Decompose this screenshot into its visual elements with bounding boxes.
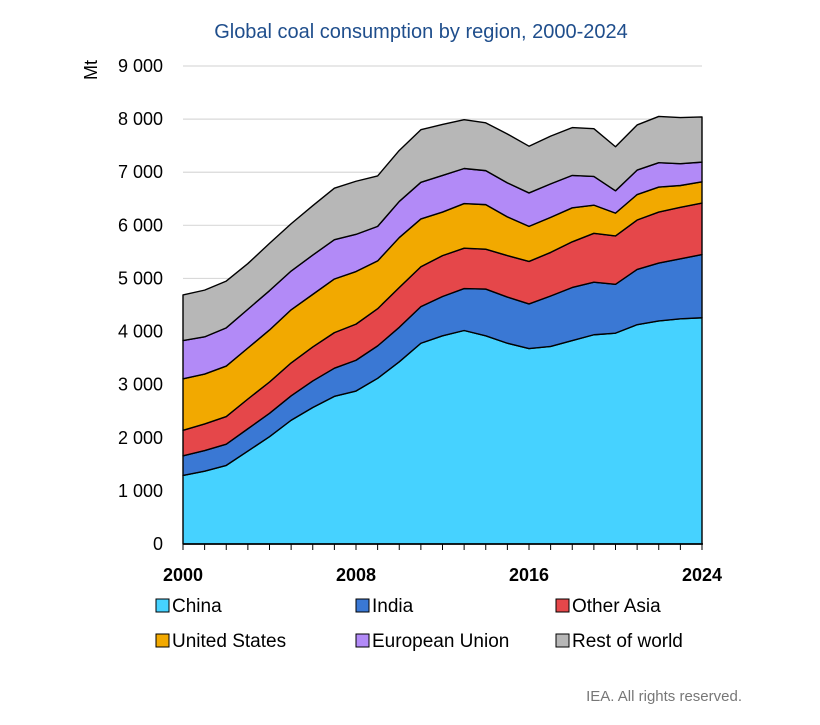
- x-tick-label-2000: 2000: [163, 565, 203, 585]
- legend-item-other-asia: Other Asia: [555, 596, 661, 617]
- x-tick-label-2024: 2024: [682, 565, 722, 585]
- legend-swatch-rest-of-world: [555, 633, 570, 648]
- y-tick-label-7000: 7 000: [118, 162, 163, 182]
- legend-label-india: India: [372, 596, 414, 617]
- y-tick-label-1000: 1 000: [118, 481, 163, 501]
- y-tick-label-8000: 8 000: [118, 109, 163, 129]
- legend: China India Other Asia United States Europea…: [155, 596, 683, 652]
- legend-item-india: India: [355, 596, 414, 617]
- y-axis-label: Mt: [81, 60, 101, 80]
- legend-swatch-india: [355, 598, 370, 613]
- legend-swatch-china: [155, 598, 170, 613]
- axes: [182, 543, 703, 550]
- legend-label-united-states: United States: [172, 631, 286, 652]
- legend-label-european-union: European Union: [372, 631, 509, 652]
- legend-swatch-other-asia: [555, 598, 570, 613]
- stacked-areas: [182, 115, 703, 545]
- area-rest-of-world: [182, 115, 703, 342]
- chart-title: Global coal consumption by region, 2000-…: [214, 21, 628, 43]
- legend-label-other-asia: Other Asia: [572, 596, 661, 617]
- y-tick-labels: 0 1 000 2 000 3 000 4 000 5 000 6 000 7 000 8 00…: [118, 56, 163, 554]
- legend-item-china: China: [155, 596, 222, 617]
- y-tick-label-2000: 2 000: [118, 428, 163, 448]
- legend-item-united-states: United States: [155, 631, 286, 652]
- x-tick-label-2008: 2008: [336, 565, 376, 585]
- x-tick-label-2016: 2016: [509, 565, 549, 585]
- legend-label-rest-of-world: Rest of world: [572, 631, 683, 652]
- legend-swatch-european-union: [355, 633, 370, 648]
- y-tick-label-0: 0: [153, 534, 163, 554]
- legend-item-rest-of-world: Rest of world: [555, 631, 683, 652]
- credit-text: IEA. All rights reserved.: [586, 688, 742, 705]
- legend-label-china: China: [172, 596, 222, 617]
- y-tick-label-6000: 6 000: [118, 215, 163, 235]
- x-tick-labels: 2000 2008 2016 2024: [163, 565, 722, 585]
- y-tick-label-5000: 5 000: [118, 268, 163, 288]
- y-tick-label-4000: 4 000: [118, 322, 163, 342]
- y-tick-label-3000: 3 000: [118, 375, 163, 395]
- y-tick-label-9000: 9 000: [118, 56, 163, 76]
- legend-swatch-united-states: [155, 633, 170, 648]
- legend-item-european-union: European Union: [355, 631, 509, 652]
